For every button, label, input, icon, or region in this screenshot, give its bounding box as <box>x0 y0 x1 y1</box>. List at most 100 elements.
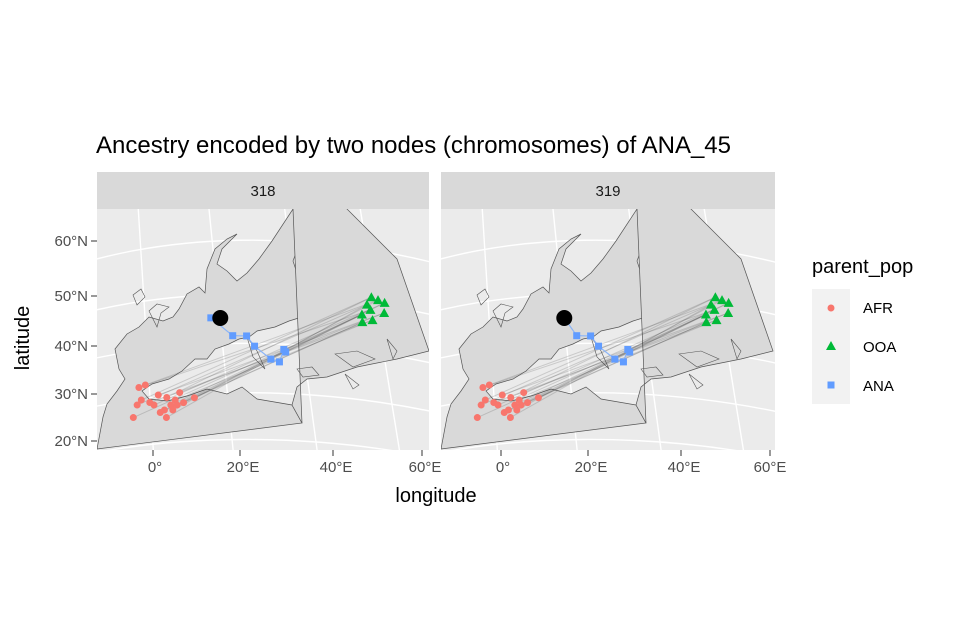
facet-strip <box>97 172 429 209</box>
ooa-point <box>710 292 721 302</box>
ancestry-path <box>520 302 729 406</box>
legend-key-ana <box>827 381 835 389</box>
ana-point <box>243 332 251 340</box>
afr-point <box>479 384 487 392</box>
x-tick-label: 60°E <box>409 459 442 476</box>
ancestry-path <box>477 314 707 419</box>
legend-label: AFR <box>863 300 893 317</box>
ancestry-path <box>508 314 707 411</box>
afr-point <box>135 384 143 392</box>
ooa-point <box>379 297 390 307</box>
afr-point <box>176 389 184 397</box>
ana-point <box>619 358 627 366</box>
afr-point <box>129 414 137 422</box>
x-axis-label: longitude <box>395 485 476 507</box>
afr-point <box>504 406 512 414</box>
afr-point <box>173 401 181 409</box>
ana-point <box>251 342 259 350</box>
afr-point <box>150 401 158 409</box>
legend-key-ooa <box>826 341 836 350</box>
ooa-point <box>709 304 720 314</box>
afr-point <box>494 401 502 409</box>
afr-point <box>534 394 542 402</box>
ancestry-path <box>164 314 363 411</box>
ancestry-path <box>516 299 723 411</box>
ancestry-path <box>166 296 372 398</box>
focal-node <box>556 309 573 326</box>
x-tick-label: 0° <box>148 459 162 476</box>
ana-point <box>611 355 619 363</box>
ancestry-path <box>510 304 712 418</box>
y-tick-label: 50°N <box>54 288 88 305</box>
ooa-point <box>361 299 372 309</box>
y-axis: 60°N 50°N 40°N 30°N 20°N <box>54 233 97 450</box>
afr-point <box>485 381 493 389</box>
ancestry-path <box>166 304 368 418</box>
legend-title: parent_pop <box>812 256 913 278</box>
afr-point <box>473 414 481 422</box>
afr-point <box>507 394 515 402</box>
ancestry-path <box>153 302 385 406</box>
ooa-point <box>356 309 367 319</box>
ancestry-path <box>194 314 363 399</box>
facet-strip <box>441 172 775 209</box>
y-tick-label: 20°N <box>54 433 88 450</box>
y-axis-label: latitude <box>12 306 34 371</box>
ana-point <box>229 332 237 340</box>
afr-point <box>160 406 168 414</box>
y-tick-label: 40°N <box>54 338 88 355</box>
ooa-point <box>717 295 728 305</box>
x-axis-319: 0° 20°E 40°E 60°E <box>496 450 787 476</box>
afr-point <box>477 401 485 409</box>
afr-point <box>141 381 149 389</box>
ooa-point <box>366 292 377 302</box>
x-tick-label: 40°E <box>320 459 353 476</box>
ana-point <box>275 358 283 366</box>
legend-label: OOA <box>863 339 896 356</box>
facet-label: 318 <box>250 183 275 200</box>
y-tick-label: 60°N <box>54 233 88 250</box>
panel-319: 319 <box>441 172 775 450</box>
afr-point <box>162 414 170 422</box>
ooa-point <box>379 308 390 318</box>
afr-point <box>506 414 514 422</box>
ancestry-path <box>502 312 729 396</box>
x-tick-label: 20°E <box>227 459 260 476</box>
afr-point <box>524 399 532 407</box>
ancestry-path <box>133 314 363 419</box>
afr-point <box>517 401 525 409</box>
ooa-point <box>701 317 712 327</box>
ancestry-path <box>510 296 716 398</box>
facet-label: 319 <box>595 183 620 200</box>
ana-point <box>207 314 215 322</box>
ancestry-path <box>136 304 368 406</box>
ancestry-path <box>497 302 729 406</box>
ana-point <box>573 332 581 340</box>
ooa-point <box>723 297 734 307</box>
ancestry-path <box>493 319 717 403</box>
afr-point <box>154 391 162 399</box>
panel-318: 318 <box>97 172 429 450</box>
ancestry-path <box>489 299 723 386</box>
legend-key-afr <box>827 304 835 312</box>
ooa-point <box>711 315 722 325</box>
ana-point <box>587 332 595 340</box>
afr-point <box>180 399 188 407</box>
afr-point <box>163 394 171 402</box>
afr-point <box>520 389 528 397</box>
afr-point <box>190 394 198 402</box>
figure-title: Ancestry encoded by two nodes (chromosom… <box>96 132 731 159</box>
ana-point <box>595 342 603 350</box>
x-tick-label: 0° <box>496 459 510 476</box>
ooa-point <box>373 295 384 305</box>
afr-point <box>481 396 489 404</box>
ooa-point <box>365 304 376 314</box>
ancestry-path <box>176 302 385 406</box>
afr-point <box>498 391 506 399</box>
ooa-point <box>705 299 716 309</box>
ooa-point <box>357 317 368 327</box>
y-tick-label: 30°N <box>54 386 88 403</box>
focal-node <box>212 309 229 326</box>
x-tick-label: 60°E <box>754 459 787 476</box>
